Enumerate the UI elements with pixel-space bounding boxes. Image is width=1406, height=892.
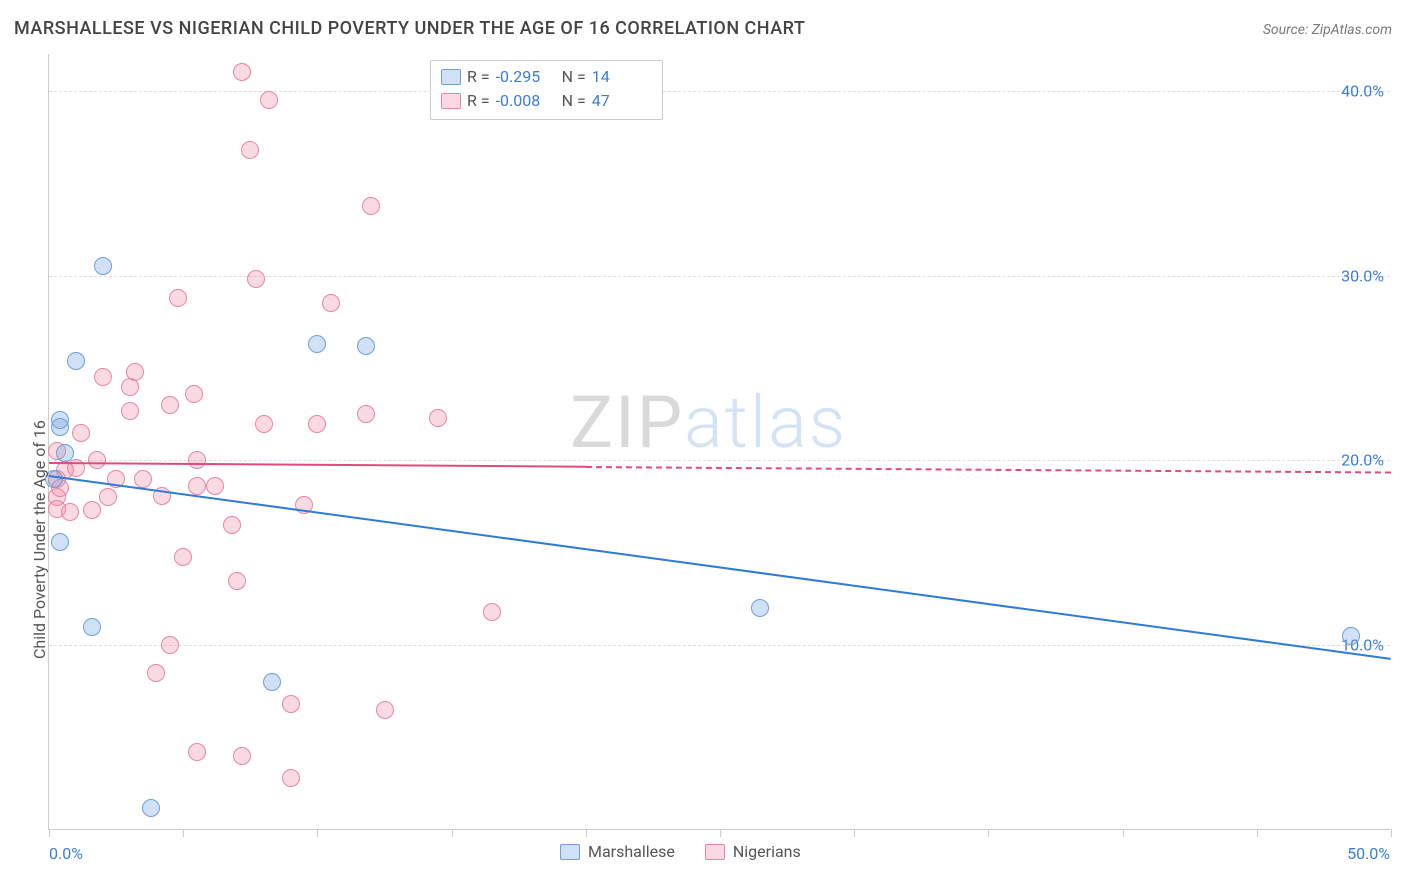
data-point-nigerians <box>134 470 152 488</box>
data-point-marshallese <box>308 335 326 353</box>
title-row: MARSHALLESE VS NIGERIAN CHILD POVERTY UN… <box>14 18 1392 39</box>
source-label: Source: ZipAtlas.com <box>1263 22 1392 38</box>
data-point-nigerians <box>147 664 165 682</box>
swatch-marshallese <box>560 844 580 860</box>
x-tick <box>586 829 587 837</box>
r-label: R = <box>467 65 490 89</box>
data-point-nigerians <box>206 477 224 495</box>
data-point-marshallese <box>142 799 160 817</box>
x-tick <box>1123 829 1124 837</box>
data-point-nigerians <box>94 368 112 386</box>
y-tick-label: 30.0% <box>1341 266 1384 285</box>
data-point-nigerians <box>99 488 117 506</box>
data-point-nigerians <box>376 701 394 719</box>
trendline-marshallese <box>49 475 1391 660</box>
legend-item-marshallese: Marshallese <box>560 842 675 861</box>
x-tick <box>317 829 318 837</box>
data-point-marshallese <box>67 352 85 370</box>
data-point-nigerians <box>233 747 251 765</box>
data-point-nigerians <box>255 415 273 433</box>
legend-row-marshallese: R = -0.295 N = 14 <box>441 65 652 89</box>
data-point-nigerians <box>322 294 340 312</box>
chart-title: MARSHALLESE VS NIGERIAN CHILD POVERTY UN… <box>14 18 805 39</box>
data-point-nigerians <box>233 63 251 81</box>
legend-item-nigerians: Nigerians <box>705 842 801 861</box>
x-tick <box>854 829 855 837</box>
x-tick <box>1391 829 1392 837</box>
r-value-nigerians: -0.008 <box>496 89 556 113</box>
data-point-nigerians <box>483 603 501 621</box>
data-point-nigerians <box>247 270 265 288</box>
data-point-nigerians <box>188 477 206 495</box>
series-label-marshallese: Marshallese <box>588 842 675 861</box>
data-point-marshallese <box>51 418 69 436</box>
data-point-nigerians <box>188 451 206 469</box>
x-tick <box>452 829 453 837</box>
n-label: N = <box>562 65 586 89</box>
legend-series: Marshallese Nigerians <box>560 842 801 861</box>
data-point-nigerians <box>357 405 375 423</box>
plot-area: 10.0%20.0%30.0%40.0%0.0%50.0% <box>48 54 1390 830</box>
x-tick <box>49 829 50 837</box>
data-point-nigerians <box>241 141 259 159</box>
n-label: N = <box>562 89 586 113</box>
data-point-nigerians <box>429 409 447 427</box>
x-tick <box>720 829 721 837</box>
r-value-marshallese: -0.295 <box>496 65 556 89</box>
data-point-marshallese <box>51 533 69 551</box>
data-point-nigerians <box>185 385 203 403</box>
data-point-nigerians <box>72 424 90 442</box>
data-point-nigerians <box>282 695 300 713</box>
data-point-nigerians <box>260 91 278 109</box>
data-point-marshallese <box>263 673 281 691</box>
data-point-marshallese <box>83 618 101 636</box>
data-point-marshallese <box>357 337 375 355</box>
swatch-nigerians <box>705 844 725 860</box>
x-tick <box>1257 829 1258 837</box>
data-point-nigerians <box>228 572 246 590</box>
data-point-nigerians <box>83 501 101 519</box>
y-axis-label: Child Poverty Under the Age of 16 <box>30 420 49 659</box>
gridline <box>49 91 1390 92</box>
trendline-nigerians <box>586 466 1391 474</box>
x-tick-label: 50.0% <box>1347 844 1390 863</box>
data-point-nigerians <box>169 289 187 307</box>
data-point-nigerians <box>223 516 241 534</box>
data-point-nigerians <box>161 396 179 414</box>
correlation-chart: MARSHALLESE VS NIGERIAN CHILD POVERTY UN… <box>0 0 1406 892</box>
x-tick <box>988 829 989 837</box>
n-value-nigerians: 47 <box>592 89 652 113</box>
n-value-marshallese: 14 <box>592 65 652 89</box>
x-tick-label: 0.0% <box>49 844 83 863</box>
data-point-marshallese <box>94 257 112 275</box>
swatch-marshallese <box>441 69 461 85</box>
data-point-nigerians <box>48 500 66 518</box>
data-point-nigerians <box>121 402 139 420</box>
data-point-nigerians <box>188 743 206 761</box>
data-point-nigerians <box>88 451 106 469</box>
data-point-nigerians <box>121 378 139 396</box>
gridline <box>49 460 1390 461</box>
x-tick <box>183 829 184 837</box>
trendline-nigerians <box>49 462 586 468</box>
y-tick-label: 20.0% <box>1341 451 1384 470</box>
data-point-nigerians <box>282 769 300 787</box>
data-point-nigerians <box>161 636 179 654</box>
y-tick-label: 40.0% <box>1341 81 1384 100</box>
swatch-nigerians <box>441 93 461 109</box>
r-label: R = <box>467 89 490 113</box>
data-point-nigerians <box>362 197 380 215</box>
legend-row-nigerians: R = -0.008 N = 47 <box>441 89 652 113</box>
data-point-marshallese <box>56 444 74 462</box>
series-label-nigerians: Nigerians <box>733 842 801 861</box>
gridline <box>49 645 1390 646</box>
data-point-marshallese <box>751 599 769 617</box>
data-point-marshallese <box>1342 627 1360 645</box>
data-point-nigerians <box>174 548 192 566</box>
legend-stats: R = -0.295 N = 14 R = -0.008 N = 47 <box>430 60 663 120</box>
data-point-nigerians <box>308 415 326 433</box>
